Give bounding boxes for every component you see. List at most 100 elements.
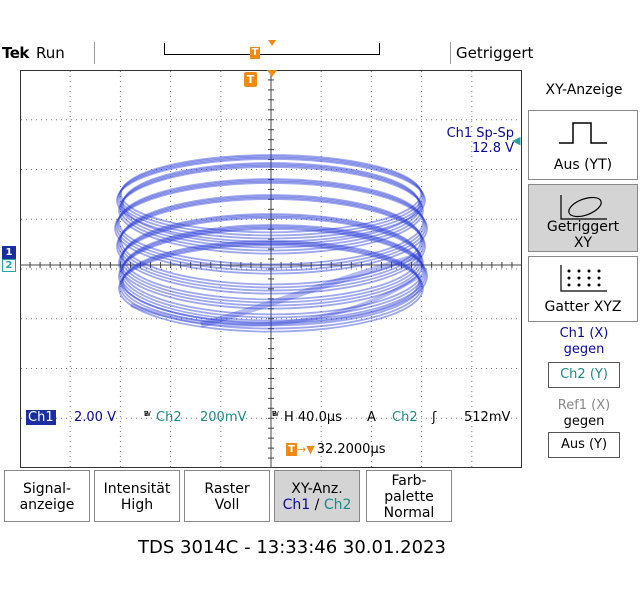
bottom-button-line: XY-Anz.	[291, 481, 343, 497]
ch1-gegen-label: gegen	[563, 342, 605, 357]
bottom-button-line: Raster	[204, 481, 250, 497]
graticule-button[interactable]: Raster Voll	[184, 470, 270, 522]
xy-trace-loop	[118, 195, 424, 289]
top-status-bar: Tek Run T Getriggert	[0, 40, 640, 66]
measurement-label: Ch1 Sp-Sp	[446, 126, 514, 141]
record-bar-left-tick	[164, 43, 165, 49]
xy-trace-loop	[119, 226, 427, 322]
xy-trace-loop	[120, 225, 426, 319]
xy-trace-loop	[116, 179, 426, 269]
bottom-button-line: Voll	[214, 497, 240, 513]
ref1-x-label: Ref1 (X)	[557, 398, 611, 413]
xy-trace-loop	[115, 180, 427, 272]
xy-trace-loop	[118, 155, 424, 237]
signal-display-button[interactable]: Signal- anzeige	[4, 470, 90, 522]
divider	[450, 42, 451, 64]
trigger-position-value: 32.2000µs	[316, 442, 386, 457]
intensity-button[interactable]: Intensität High	[94, 470, 180, 522]
dot-grid-icon	[560, 265, 607, 292]
xy-trace-loop	[116, 158, 426, 243]
xy-trace-loop	[118, 166, 424, 255]
xy-trace-loop	[122, 162, 420, 246]
xy-trace-loop	[122, 240, 420, 324]
bottom-button-line: Farb-	[391, 473, 427, 489]
waveform-graticule	[20, 70, 522, 468]
xy-trace-loop	[117, 196, 425, 292]
xy-trace-loop	[118, 217, 424, 310]
triggered-xy-button[interactable]: Getriggert XY	[528, 184, 638, 252]
ch2-ground-marker[interactable]: 2	[2, 259, 16, 272]
xy-trace-loop	[122, 213, 420, 301]
trigger-point-marker: T	[244, 72, 257, 87]
xy-trace-loop	[114, 182, 428, 275]
ellipse-icon	[560, 195, 607, 220]
gated-xyz-label: Gatter XYZ	[544, 299, 622, 315]
xy-ch2-label: Ch2	[323, 497, 352, 513]
trigger-mode: A	[367, 410, 376, 425]
horizontal-scale: H 40.0µs	[284, 410, 342, 425]
xy-trace-loop	[118, 244, 424, 333]
bottom-button-line: palette	[384, 489, 434, 505]
trigger-badge-icon: T	[286, 443, 297, 456]
ch2-scale: 200mV	[200, 410, 247, 425]
xy-trace-loop	[116, 198, 426, 295]
bottom-button-line: Normal	[383, 505, 435, 521]
trigger-level: 512mV	[464, 410, 511, 425]
record-length-bar	[164, 43, 380, 55]
xy-trace-loop	[119, 242, 423, 330]
record-bar-right-tick	[379, 43, 380, 49]
trigger-status: Getriggert	[456, 44, 534, 62]
footer-caption: TDS 3014C - 13:33:46 30.01.2023	[138, 537, 446, 558]
measurement-readout: Ch1 Sp-Sp 12.8 V	[404, 126, 514, 156]
yt-pulse-icon	[559, 122, 607, 144]
bottom-button-line: Signal-	[22, 481, 72, 497]
side-menu-title: XY-Anzeige	[545, 82, 623, 98]
bottom-button-line: Ch1 / Ch2	[275, 497, 359, 513]
trigger-position-readout: T →▼ 32.2000µs	[286, 442, 386, 457]
bottom-menu: Signal- anzeige Intensität High Raster V…	[0, 470, 640, 526]
divider	[94, 42, 95, 64]
ref1-y-select[interactable]: Aus (Y)	[548, 432, 620, 458]
ch1-y-select[interactable]: Ch2 (Y)	[548, 362, 620, 388]
scope-display: T Ch1 Sp-Sp 12.8 V ◀	[20, 70, 522, 468]
trigger-slope-icon: ʃ	[432, 410, 437, 425]
xy-trace-loop	[119, 215, 423, 307]
xy-trace-loop	[120, 241, 422, 327]
xy-ch1-label: Ch1	[282, 497, 311, 513]
xy-off-yt-label: Aus (YT)	[553, 157, 613, 173]
xy-trace-loop	[122, 224, 424, 316]
side-menu: XY-Anzeige Aus (YT) Getriggert XY Gatter …	[528, 72, 640, 472]
bottom-button-line: High	[120, 497, 154, 513]
xy-trace-transition	[200, 252, 422, 328]
xy-trace-loop	[119, 164, 423, 252]
xy-trace-loop	[120, 214, 422, 304]
xy-display-button[interactable]: XY-Anz. Ch1 / Ch2	[274, 470, 360, 522]
run-state: Run	[36, 44, 65, 62]
xy-trace-loop	[118, 228, 428, 325]
ref1-gegen-label: gegen	[563, 414, 605, 429]
trigger-source: Ch2	[392, 410, 418, 425]
xy-trace-loop	[120, 154, 422, 234]
ch1-ground-marker[interactable]: 1	[2, 246, 16, 259]
trigger-arrow-icon: →▼	[297, 443, 315, 456]
ch1-scale: 2.00 V	[74, 410, 116, 425]
ch1-x-label: Ch1 (X)	[559, 326, 609, 341]
brand-logo: Tek	[2, 44, 29, 62]
xy-trace-loop	[120, 163, 422, 249]
xy-trace-loop	[118, 178, 424, 266]
xy-trace-loop	[117, 156, 425, 240]
ch2-label: Ch2	[156, 410, 182, 425]
record-position-arrow-icon	[268, 40, 276, 46]
record-trigger-badge: T	[250, 47, 260, 59]
measurement-arrow-icon: ◀	[512, 134, 521, 147]
xy-separator: /	[310, 497, 324, 513]
trigger-position-arrow-icon	[267, 70, 277, 77]
bottom-button-line: Intensität	[103, 481, 171, 497]
color-palette-button[interactable]: Farb- palette Normal	[366, 470, 452, 522]
bottom-button-line: anzeige	[19, 497, 75, 513]
triggered-xy-label: Getriggert XY	[546, 219, 620, 251]
gated-xyz-button[interactable]: Gatter XYZ	[528, 256, 638, 322]
xy-off-yt-button[interactable]: Aus (YT)	[528, 110, 638, 180]
xy-trace-transition	[130, 273, 423, 327]
